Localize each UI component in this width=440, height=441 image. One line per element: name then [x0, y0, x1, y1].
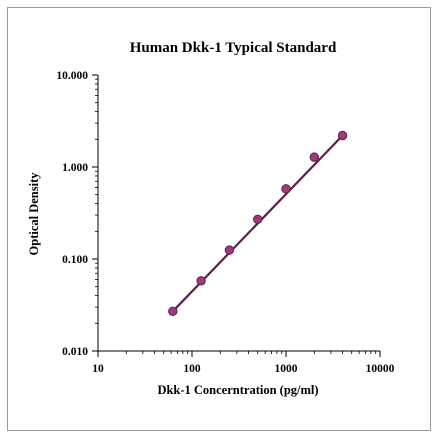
- data-point: [281, 184, 291, 194]
- x-tick-label: 100: [183, 363, 201, 375]
- data-point: [196, 276, 206, 286]
- plot-area: 0.010 0.100 1.000 10.000 10 100 1000 10000: [56, 70, 394, 375]
- y-tick-label: 0.010: [62, 346, 88, 358]
- data-point: [309, 152, 319, 162]
- x-tick-label: 10: [92, 363, 104, 375]
- x-tick-label: 10000: [366, 363, 395, 375]
- chart-title: Human Dkk-1 Typical Standard: [130, 40, 337, 56]
- y-axis-label: Optical Density: [27, 172, 41, 256]
- data-point: [337, 130, 348, 141]
- y-tick-label: 1.000: [62, 162, 88, 174]
- y-tick-label: 10.000: [56, 70, 88, 82]
- x-tick-label: 1000: [275, 363, 298, 375]
- chart-frame: [7, 7, 431, 431]
- x-axis-label: Dkk-1 Concerntration (pg/ml): [157, 383, 318, 397]
- data-point: [168, 306, 178, 317]
- y-tick-label: 0.100: [62, 254, 88, 266]
- data-point: [224, 245, 235, 255]
- data-point: [253, 214, 263, 225]
